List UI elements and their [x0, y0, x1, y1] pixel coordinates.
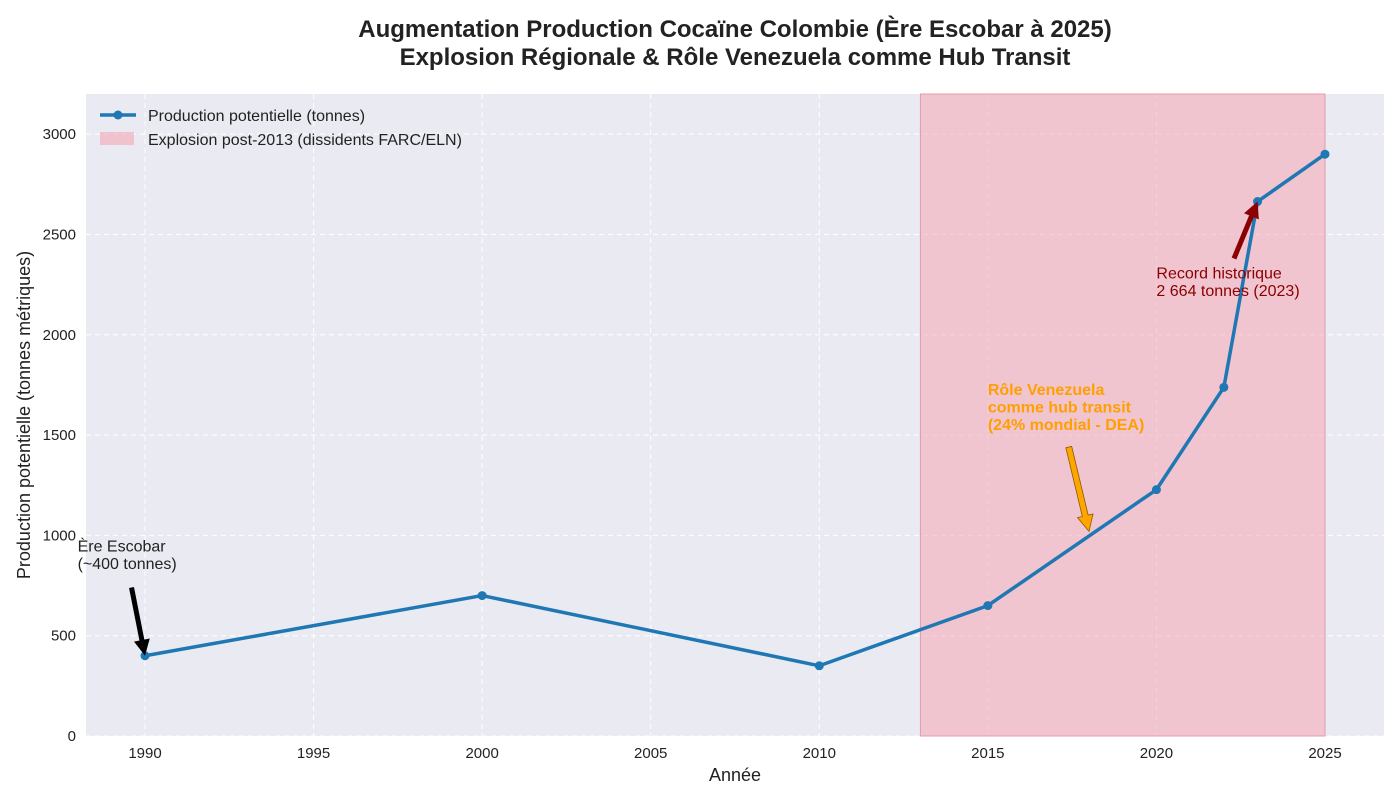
annotations: Ère Escobar(~400 tonnes) Rôle Venezuelaco… [78, 201, 1300, 656]
annotation-arrow [1065, 445, 1094, 533]
annotation-text-escobar: (~400 tonnes) [78, 556, 177, 573]
y-tick-label: 2000 [43, 327, 76, 344]
x-tick-label: 1990 [128, 745, 161, 762]
y-tick-label: 0 [68, 728, 76, 745]
y-tick-label: 500 [51, 628, 76, 645]
annotation-arrowhead [134, 638, 150, 656]
annotation-text-record: 2 664 tonnes (2023) [1156, 283, 1299, 300]
x-tick-label: 2015 [971, 745, 1004, 762]
axis-ticks: 0 500 1000 1500 2000 2500 3000 1990 1995 2000 2005… [43, 126, 1342, 762]
legend-region-swatch-icon [100, 132, 134, 145]
legend: Production potentielle (tonnes) Explosio… [100, 108, 462, 149]
data-point [983, 601, 993, 611]
series-layer [140, 149, 1330, 671]
legend-series-label: Production potentielle (tonnes) [148, 108, 365, 125]
y-tick-label: 3000 [43, 126, 76, 143]
chart-title-line-1: Augmentation Production Cocaïne Colombie… [358, 15, 1111, 43]
data-point [1219, 382, 1229, 392]
x-tick-label: 2000 [465, 745, 498, 762]
annotation-text-venezuela: (24% mondial - DEA) [988, 417, 1144, 434]
annotation-text-escobar: Ère Escobar [78, 536, 167, 555]
y-tick-label: 2500 [43, 226, 76, 243]
y-tick-label: 1500 [43, 427, 76, 444]
annotation-text-record: Record historique [1156, 266, 1282, 283]
y-tick-label: 1000 [43, 527, 76, 544]
data-point [814, 661, 824, 671]
x-tick-label: 2005 [634, 745, 667, 762]
data-point [1151, 485, 1161, 495]
annotation-arrowhead [1244, 201, 1259, 220]
legend-marker-icon [113, 110, 123, 120]
x-tick-label: 2010 [803, 745, 836, 762]
annotation-text-venezuela: comme hub transit [988, 399, 1132, 416]
x-axis-label: Année [709, 765, 761, 785]
y-axis-label: Production potentielle (tonnes métriques… [14, 251, 34, 579]
annotation-text-venezuela: Rôle Venezuela [988, 382, 1105, 399]
x-tick-label: 2020 [1140, 745, 1173, 762]
x-tick-label: 2025 [1308, 745, 1341, 762]
annotation-arrow [1231, 211, 1256, 260]
series-line [143, 152, 1327, 668]
data-point [477, 591, 487, 601]
x-tick-label: 1995 [297, 745, 330, 762]
legend-region-label: Explosion post-2013 (dissidents FARC/ELN… [148, 132, 462, 149]
annotation-arrow [129, 587, 146, 645]
data-point [1320, 149, 1330, 159]
chart-title-line-2: Explosion Régionale & Rôle Venezuela com… [400, 44, 1071, 71]
